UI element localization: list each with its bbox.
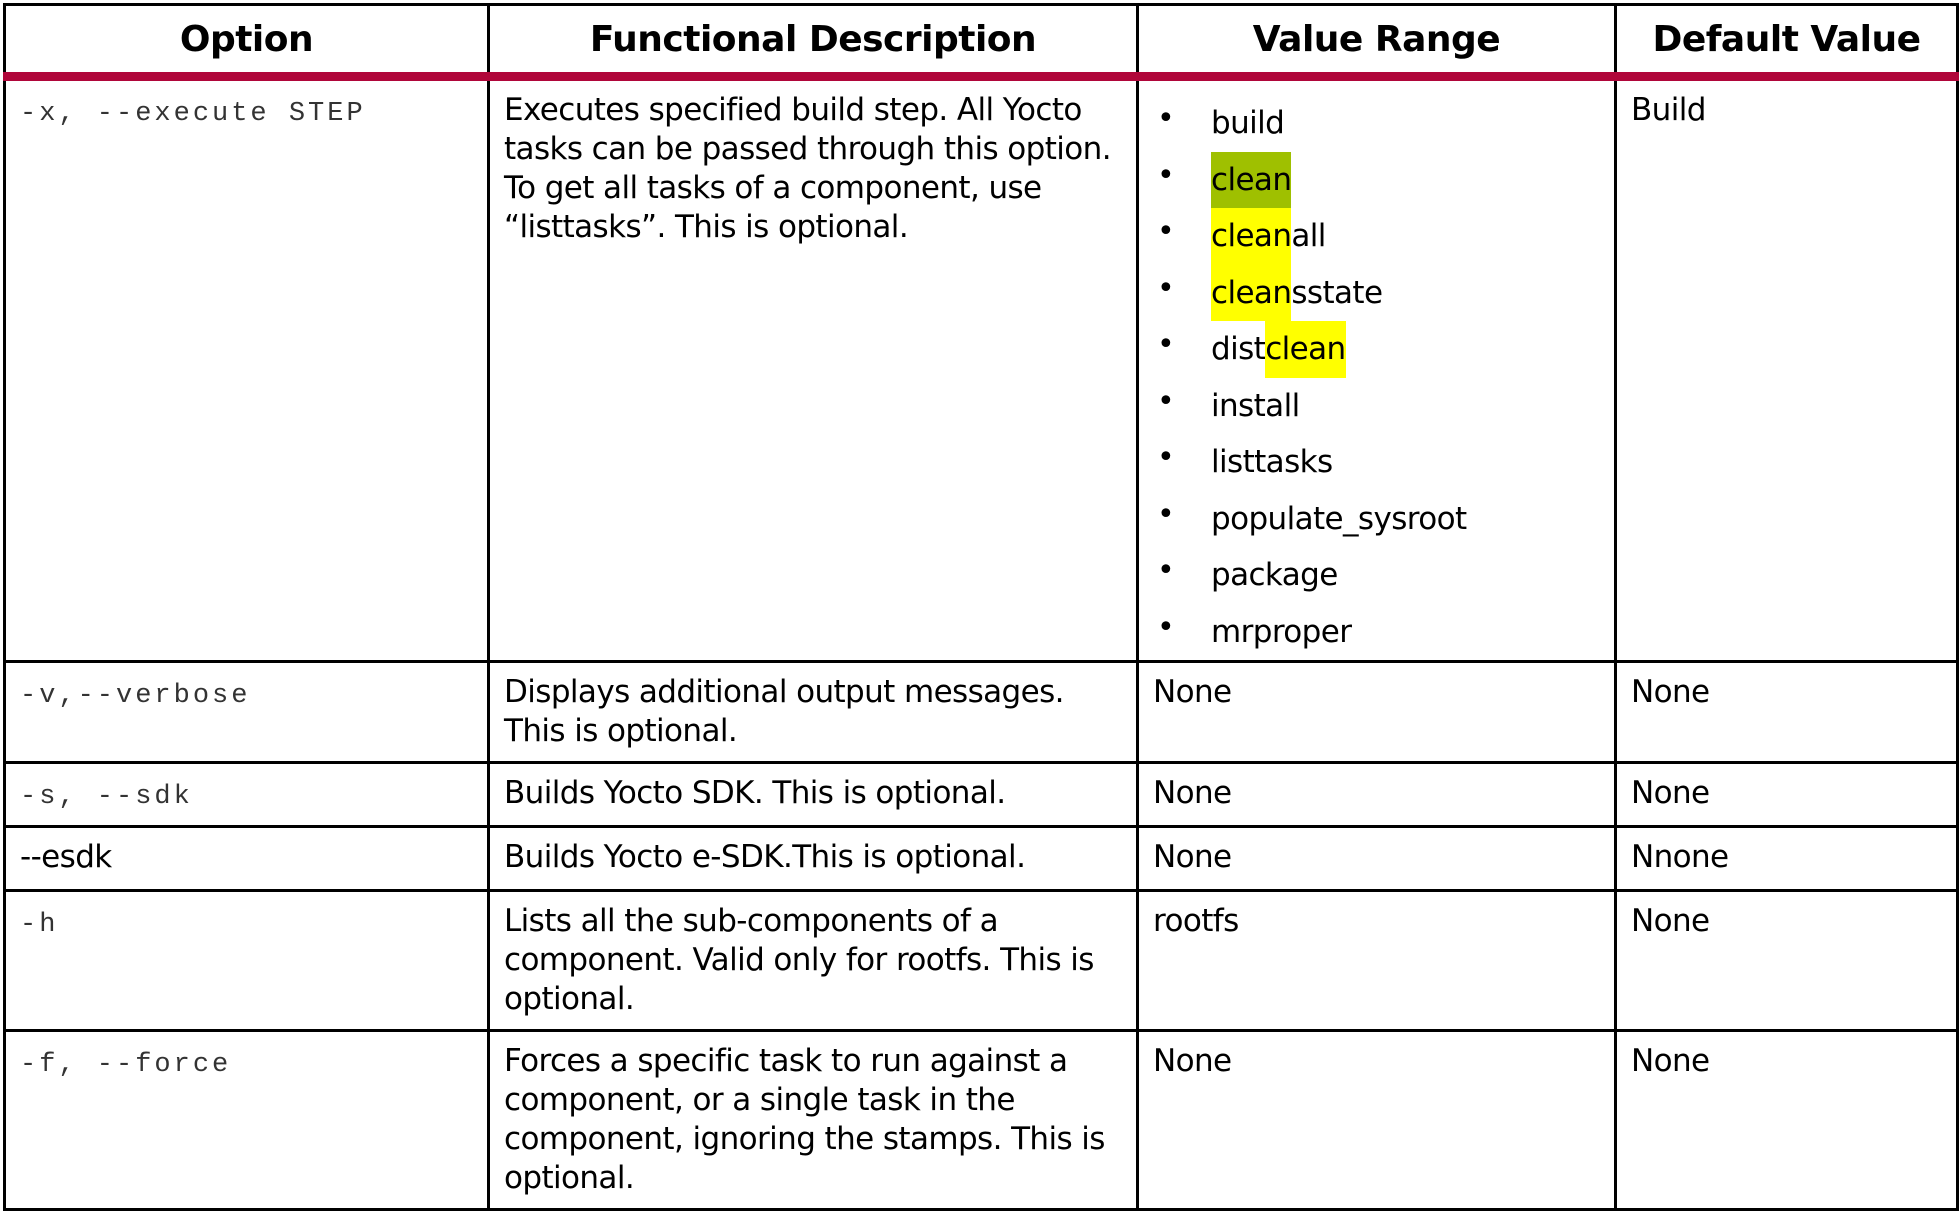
item-text: all xyxy=(1291,218,1326,254)
table-row: -f, --force Forces a specific task to run… xyxy=(3,1029,1959,1211)
header-row: Option Functional Description Value Rang… xyxy=(3,3,1959,81)
value-range-item: • build xyxy=(1153,95,1600,152)
options-table: Option Functional Description Value Rang… xyxy=(3,3,1959,1211)
option-cell: --esdk xyxy=(3,825,490,892)
default-value-cell: Build xyxy=(1614,75,1959,663)
header-value-range: Value Range xyxy=(1136,3,1617,81)
table-row: -h Lists all the sub-components of a comp… xyxy=(3,889,1959,1032)
option-cell: -v,--verbose xyxy=(3,660,490,764)
bullet-icon: • xyxy=(1157,270,1175,306)
value-range-cell: None xyxy=(1136,1029,1617,1211)
item-text: listtasks xyxy=(1211,444,1333,480)
default-value-cell: None xyxy=(1614,761,1959,828)
value-range-item: • listtasks xyxy=(1153,434,1600,491)
bullet-icon: • xyxy=(1157,440,1175,475)
table-row: -v,--verbose Displays additional output m… xyxy=(3,660,1959,764)
value-range-cell: rootfs xyxy=(1136,889,1617,1032)
value-range-item: • install xyxy=(1153,378,1600,435)
bullet-icon: • xyxy=(1157,327,1175,362)
bullet-icon: • xyxy=(1157,609,1175,645)
value-range-cell: None xyxy=(1136,761,1617,828)
header-description: Functional Description xyxy=(487,3,1139,81)
option-cell: -h xyxy=(3,889,490,1032)
item-text: install xyxy=(1211,387,1300,424)
value-range-item: • cleanall xyxy=(1153,208,1600,265)
bullet-icon: • xyxy=(1157,553,1175,588)
value-range-item: • populate_sysroot xyxy=(1153,491,1600,548)
bullet-icon: • xyxy=(1157,157,1175,193)
header-option: Option xyxy=(3,3,490,81)
bullet-icon: • xyxy=(1157,383,1175,419)
bullet-icon: • xyxy=(1157,101,1175,136)
default-value-cell: None xyxy=(1614,889,1959,1032)
default-value-cell: Nnone xyxy=(1614,825,1959,892)
value-range-list: • build • clean • cleanall • cleansstate • distcl… xyxy=(1153,91,1600,660)
value-range-cell: None xyxy=(1136,825,1617,892)
value-range-item: • package xyxy=(1153,547,1600,604)
description-cell: Lists all the sub-components of a compon… xyxy=(487,889,1139,1032)
value-range-item: • mrproper xyxy=(1153,604,1600,661)
item-text: sstate xyxy=(1291,274,1383,311)
highlighted-text: clean xyxy=(1211,151,1292,208)
highlighted-text: clean xyxy=(1211,264,1292,321)
bullet-icon: • xyxy=(1157,496,1175,532)
item-text: populate_sysroot xyxy=(1211,500,1467,537)
default-value-cell: None xyxy=(1614,1029,1959,1211)
value-range-cell: • build • clean • cleanall • cleansstate • distcl… xyxy=(1136,75,1617,663)
highlighted-text: clean xyxy=(1211,208,1292,265)
default-value-cell: None xyxy=(1614,660,1959,764)
table-row: -s, --sdk Builds Yocto SDK. This is optio… xyxy=(3,761,1959,828)
item-text: build xyxy=(1211,105,1285,141)
header-default-value: Default Value xyxy=(1614,3,1959,81)
option-cell: -f, --force xyxy=(3,1029,490,1211)
item-text: dist xyxy=(1211,331,1266,367)
option-cell: -x, --execute STEP xyxy=(3,75,490,663)
description-cell: Executes specified build step. All Yocto… xyxy=(487,75,1139,663)
table-row: -x, --execute STEP Executes specified bui… xyxy=(3,75,1959,663)
description-cell: Forces a specific task to run against a … xyxy=(487,1029,1139,1211)
description-cell: Displays additional output messages. Thi… xyxy=(487,660,1139,764)
value-range-cell: None xyxy=(1136,660,1617,764)
value-range-item: • clean xyxy=(1153,151,1600,208)
value-range-item: • distclean xyxy=(1153,321,1600,378)
bullet-icon: • xyxy=(1157,214,1175,249)
highlighted-text: clean xyxy=(1265,321,1346,378)
item-text: package xyxy=(1211,557,1338,593)
option-cell: -s, --sdk xyxy=(3,761,490,828)
table-row: --esdk Builds Yocto e-SDK.This is optiona… xyxy=(3,825,1959,892)
item-text: mrproper xyxy=(1211,613,1352,650)
value-range-item: • cleansstate xyxy=(1153,264,1600,321)
description-cell: Builds Yocto SDK. This is optional. xyxy=(487,761,1139,828)
description-cell: Builds Yocto e-SDK.This is optional. xyxy=(487,825,1139,892)
